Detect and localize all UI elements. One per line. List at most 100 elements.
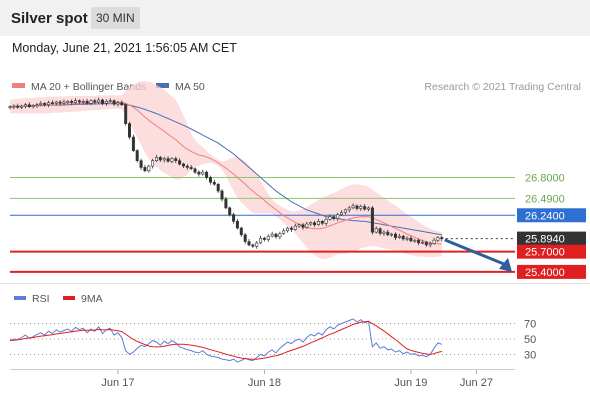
candle [293, 225, 297, 230]
candle [420, 241, 424, 244]
candle [251, 244, 255, 247]
candle [312, 222, 316, 225]
candle [320, 221, 324, 224]
candle [62, 101, 66, 104]
rsi-ma-line [9, 320, 442, 360]
rsi-panel: RSI 9MA 70 50 30 [9, 293, 536, 363]
candle [85, 101, 89, 104]
candle [70, 101, 74, 103]
candle [351, 205, 355, 209]
candle [440, 237, 444, 240]
candle [397, 235, 401, 238]
candle [155, 157, 159, 162]
candle [324, 219, 328, 224]
candle [355, 205, 359, 209]
level-tag [517, 208, 586, 223]
copyright-note: Research © 2021 Trading Central [424, 81, 581, 93]
candle [297, 224, 301, 227]
candle [224, 198, 228, 209]
candle [339, 212, 343, 215]
header-bar: Silver spot 30 MIN [0, 0, 590, 36]
candle [301, 224, 305, 228]
candle [374, 228, 378, 233]
candle [66, 101, 70, 103]
candle [401, 235, 405, 240]
candle [108, 100, 112, 102]
candle [309, 222, 313, 225]
level-label: 25.4000 [525, 267, 565, 279]
candle [147, 165, 151, 172]
level-label: 26.4900 [525, 193, 565, 205]
candle [116, 102, 120, 105]
candle [54, 101, 58, 104]
candle [343, 209, 347, 213]
candle [74, 100, 78, 103]
candle [50, 102, 54, 104]
candle [39, 103, 43, 106]
candle [359, 206, 363, 209]
candle [23, 104, 27, 107]
candle [166, 158, 170, 162]
legend-label: RSI [32, 293, 50, 305]
candle [139, 160, 143, 168]
candle [143, 167, 147, 172]
legend-swatch [14, 296, 26, 300]
interval-badge[interactable]: 30 MIN [91, 7, 140, 29]
candle [274, 233, 278, 238]
candle [228, 207, 232, 215]
level-tag [517, 264, 586, 279]
candle [262, 237, 266, 240]
candle [220, 190, 224, 200]
rsi-tick-label: 50 [524, 334, 536, 346]
candle [16, 105, 20, 108]
rsi-tick-label: 70 [524, 319, 536, 331]
candle [182, 163, 186, 167]
candle [131, 136, 135, 151]
candle [255, 242, 259, 247]
candle [232, 214, 236, 222]
candle [328, 216, 332, 220]
candle [316, 221, 320, 226]
candle [212, 181, 216, 185]
candle [185, 165, 189, 168]
candle [289, 227, 293, 230]
candle [43, 103, 47, 106]
candle [209, 177, 213, 183]
candle [347, 207, 351, 211]
candle [97, 99, 101, 103]
rsi-tick-label: 30 [524, 349, 536, 361]
candle [189, 167, 193, 169]
legend-label: MA 20 + Bollinger Bands [31, 81, 146, 93]
candle [278, 233, 282, 238]
candle [120, 102, 124, 105]
candle [158, 157, 162, 161]
level-tag [517, 231, 586, 246]
candle [174, 158, 178, 161]
candle [135, 150, 139, 162]
time-tick-label: Jun 19 [394, 377, 427, 389]
candle [151, 160, 155, 167]
datetime-label: Monday, June 21, 2021 1:56:05 AM CET [12, 41, 237, 55]
candle [193, 168, 197, 173]
ma20-line [9, 101, 442, 245]
candle [247, 241, 251, 246]
legend-label: MA 50 [175, 81, 205, 93]
candle [81, 101, 85, 103]
ma50-line [9, 103, 442, 236]
candle [378, 228, 382, 234]
candle [27, 104, 31, 107]
candle [417, 239, 421, 244]
forecast-arrow [444, 238, 507, 267]
candle [47, 102, 51, 105]
candle [216, 184, 220, 192]
candle [432, 239, 436, 244]
candle [8, 106, 12, 108]
candle [104, 101, 108, 104]
candle [112, 100, 116, 105]
legend-swatch [156, 83, 169, 88]
instrument-title: Silver spot [11, 10, 88, 27]
candle [386, 231, 390, 236]
candle [286, 227, 290, 232]
price-panel: MA 20 + Bollinger Bands MA 50 Research © 2… [0, 81, 590, 284]
